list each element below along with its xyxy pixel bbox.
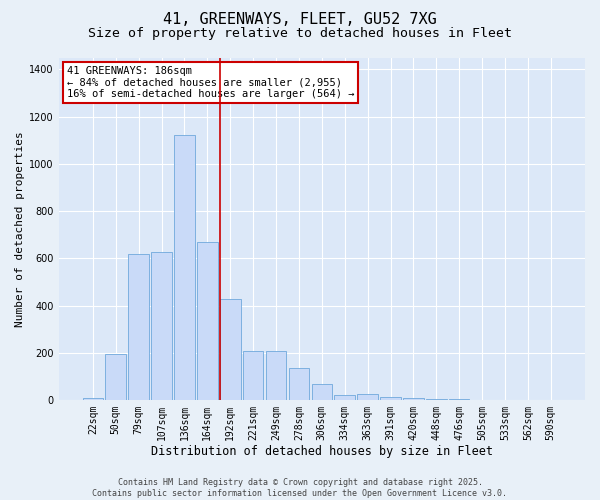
Bar bbox=[289, 368, 309, 400]
Bar bbox=[197, 242, 218, 400]
Bar bbox=[151, 252, 172, 400]
Bar bbox=[311, 384, 332, 400]
Bar bbox=[174, 136, 195, 400]
Bar bbox=[128, 254, 149, 400]
Bar bbox=[334, 396, 355, 400]
Bar bbox=[243, 350, 263, 400]
Bar bbox=[266, 350, 286, 400]
Bar bbox=[426, 398, 446, 400]
Text: 41, GREENWAYS, FLEET, GU52 7XG: 41, GREENWAYS, FLEET, GU52 7XG bbox=[163, 12, 437, 28]
Text: Contains HM Land Registry data © Crown copyright and database right 2025.
Contai: Contains HM Land Registry data © Crown c… bbox=[92, 478, 508, 498]
Bar bbox=[220, 298, 241, 400]
Y-axis label: Number of detached properties: Number of detached properties bbox=[15, 131, 25, 326]
Bar bbox=[449, 399, 469, 400]
Bar bbox=[83, 398, 103, 400]
Bar bbox=[106, 354, 126, 400]
Bar bbox=[358, 394, 378, 400]
Text: 41 GREENWAYS: 186sqm
← 84% of detached houses are smaller (2,955)
16% of semi-de: 41 GREENWAYS: 186sqm ← 84% of detached h… bbox=[67, 66, 354, 100]
Bar bbox=[380, 396, 401, 400]
Text: Size of property relative to detached houses in Fleet: Size of property relative to detached ho… bbox=[88, 28, 512, 40]
Bar bbox=[403, 398, 424, 400]
X-axis label: Distribution of detached houses by size in Fleet: Distribution of detached houses by size … bbox=[151, 444, 493, 458]
